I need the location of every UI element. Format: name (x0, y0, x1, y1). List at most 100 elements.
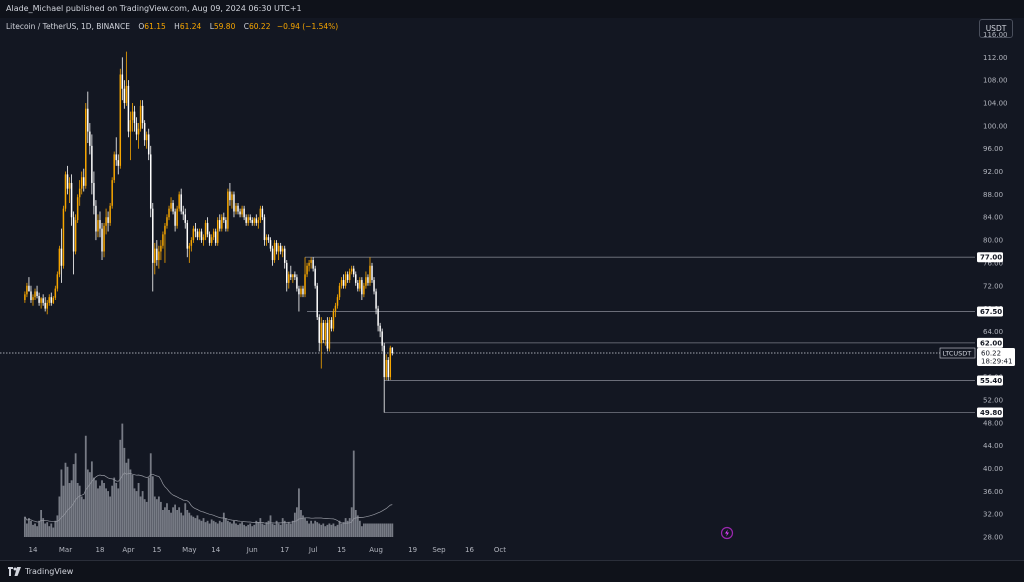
volume-bar (151, 476, 154, 537)
candle-body (206, 222, 209, 235)
candle-body (127, 85, 130, 132)
candle-body (111, 180, 113, 206)
volume-bar (360, 526, 363, 537)
tradingview-brand[interactable]: TradingView (8, 567, 73, 576)
candle-body (223, 217, 225, 221)
candle-body (352, 268, 355, 275)
time-tick-label: Oct (494, 546, 506, 554)
volume-bar (86, 469, 89, 537)
price-tick-label: 60.00 (983, 351, 1003, 359)
volume-bar (125, 462, 128, 537)
volume-bar (155, 499, 158, 537)
volume-bar (314, 520, 317, 537)
volume-bar (190, 515, 193, 537)
candle-body (381, 331, 383, 346)
candle-body (221, 217, 223, 229)
candle-body (58, 248, 61, 275)
volume-bar (369, 523, 371, 537)
volume-bar (141, 491, 144, 537)
volume-bar (249, 523, 252, 537)
time-tick-label: Sep (432, 546, 446, 554)
candle-body (36, 291, 38, 297)
volume-bar (296, 507, 298, 537)
candle-body (30, 291, 32, 301)
volume-bar (44, 523, 47, 537)
volume-bar (206, 520, 209, 537)
candle-body (168, 208, 170, 218)
volume-bar (308, 523, 310, 537)
time-tick-label: Aug (369, 546, 383, 554)
volume-bar (267, 520, 270, 537)
symbol-name[interactable]: Litecoin / TetherUS, 1D, BINANCE (6, 22, 130, 31)
candle-body (89, 131, 91, 146)
time-tick-label: Apr (122, 546, 134, 554)
candle-body (121, 74, 124, 89)
candle-body (375, 291, 377, 309)
volume-bar (111, 485, 114, 537)
volume-bar (204, 522, 207, 537)
brand-label: TradingView (25, 567, 74, 576)
volume-bar (198, 519, 201, 537)
candle-body (174, 211, 176, 226)
currency-button[interactable]: USDT (979, 19, 1013, 38)
price-tick-label: 64.00 (983, 328, 1003, 336)
candle-body (56, 274, 59, 289)
volume-bar (375, 523, 377, 537)
candle-body (253, 218, 256, 223)
candle-body (143, 123, 146, 141)
candle-body (152, 208, 154, 263)
candle-body (200, 231, 203, 241)
volume-bar (346, 520, 349, 537)
candle-body (28, 285, 30, 292)
candle-body (46, 302, 48, 309)
time-tick-label: Mar (59, 546, 72, 554)
volume-bar (371, 523, 373, 537)
candle-body (389, 347, 392, 378)
top-bar (0, 0, 1024, 18)
volume-bar (214, 522, 217, 537)
candle-body (263, 217, 266, 241)
candle-body (145, 134, 148, 141)
volume-bar (62, 485, 65, 537)
volume-bar (66, 466, 69, 537)
candle-body (247, 217, 249, 223)
candle-body (304, 274, 306, 295)
volume-bar (84, 435, 87, 537)
candle-body (52, 297, 55, 303)
volume-bar (287, 522, 290, 537)
candle-body (340, 280, 343, 286)
candle-body (129, 120, 132, 132)
level-badge (977, 252, 1003, 263)
volume-bar (23, 516, 26, 537)
candle-body (178, 194, 180, 209)
candle-body (267, 237, 270, 241)
volume-bar (220, 522, 223, 537)
volume-bar (166, 503, 168, 537)
candle-body (149, 154, 152, 209)
candle-body (115, 154, 117, 161)
candle-body (310, 260, 312, 263)
volume-bar (218, 520, 221, 537)
candle-body (322, 322, 325, 340)
volume-bar (326, 524, 329, 537)
volume-bar (42, 518, 45, 537)
candle-body (342, 280, 345, 286)
time-tick-label: 14 (29, 546, 38, 554)
candle-body (105, 217, 107, 226)
last-price-label: 60.22 (981, 350, 1001, 358)
volume-bar (68, 483, 71, 537)
levels-layer (0, 256, 975, 413)
volume-bar (54, 520, 57, 537)
volume-bar (97, 488, 99, 537)
volume-bar (123, 447, 126, 537)
level-badge (977, 337, 1003, 348)
candle-body (314, 268, 316, 286)
candle-body (294, 274, 296, 278)
lightning-icon[interactable] (720, 526, 734, 540)
candle-body (320, 322, 323, 343)
candle-body (180, 194, 182, 212)
volume-bar (277, 523, 280, 537)
candle-body (172, 202, 174, 212)
candle-body (141, 105, 144, 124)
